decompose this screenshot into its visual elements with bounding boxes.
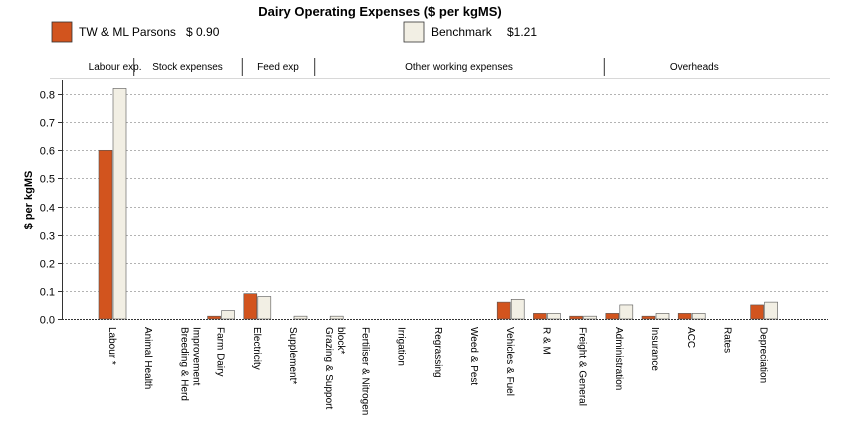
- x-tick-label: Breeding & HerdImprovement: [178, 327, 201, 401]
- bar-series-2: [619, 304, 634, 320]
- x-tick-label: Fertiliser & Nitrogen: [359, 327, 370, 415]
- legend-total-series-1: $ 0.90: [186, 25, 220, 39]
- y-tick-label: 0.0: [40, 315, 55, 327]
- bar-series-1: [496, 301, 511, 320]
- group-label: Overheads: [670, 62, 719, 73]
- group-label: Other working expenses: [405, 62, 513, 73]
- bar-series-2: [329, 315, 344, 320]
- x-tick-label: Labour *: [106, 327, 117, 365]
- bar-series-2: [510, 299, 525, 320]
- y-tick-label: 0.7: [40, 118, 55, 130]
- bar-series-1: [641, 315, 656, 320]
- y-tick-label: 0.8: [40, 90, 55, 102]
- y-tick-label: 0.3: [40, 231, 55, 243]
- y-axis-label: $ per kgMS: [23, 171, 35, 230]
- y-tick-label: 0.4: [40, 203, 55, 215]
- x-tick-label: Irrigation: [396, 327, 407, 366]
- bar-series-2: [691, 313, 706, 320]
- bar-series-2: [655, 313, 670, 320]
- bar-series-2: [257, 296, 272, 320]
- x-tick-label: Freight & General: [577, 327, 588, 406]
- x-tick-label: Insurance: [649, 327, 660, 371]
- bar-series-2: [547, 313, 561, 320]
- axes: 0.0 0.1 0.2 0.3 0.4 0.5 0.6 0.7 0.8: [40, 80, 828, 327]
- bar-series-2: [112, 88, 127, 320]
- x-tick-label: R & M: [540, 327, 551, 355]
- bar-series-1: [605, 313, 620, 320]
- x-tick-label: Farm Dairy: [215, 327, 226, 376]
- bar-series-2: [583, 315, 597, 320]
- chart-title: Dairy Operating Expenses ($ per kgMS): [258, 4, 501, 19]
- x-tick-label: Rates: [721, 327, 732, 353]
- bar-series-2: [221, 310, 235, 320]
- legend-label-series-2: Benchmark: [431, 25, 493, 39]
- y-tick-label: 0.6: [40, 146, 55, 158]
- group-label: Feed exp: [257, 62, 299, 73]
- legend-swatch-series-1: [51, 21, 73, 43]
- bars: [98, 88, 778, 320]
- x-tick-label: Depreciation: [758, 327, 769, 383]
- x-tick-label: Grazing & Supportblock*: [323, 327, 346, 409]
- bar-series-1: [207, 315, 221, 320]
- bar-series-1: [533, 313, 547, 320]
- y-tick-label: 0.2: [40, 259, 55, 271]
- x-tick-label: Regrassing: [432, 327, 443, 378]
- bar-series-2: [293, 315, 308, 320]
- group-label: Labour exp.: [89, 62, 142, 73]
- bar-series-2: [764, 301, 778, 320]
- x-tick-label: Animal Health: [142, 327, 153, 389]
- legend-swatch-series-2: [403, 21, 425, 43]
- x-tick-labels: Labour * Animal Health Breeding & HerdImpr…: [106, 327, 769, 415]
- x-tick-label: ACC: [685, 327, 696, 348]
- gridlines: [62, 94, 828, 292]
- y-tick-label: 0.1: [40, 287, 55, 299]
- legend: TW & ML Parsons $ 0.90 Benchmark $1.21: [51, 21, 537, 43]
- bar-series-1: [677, 313, 692, 320]
- bar-series-1: [569, 315, 583, 320]
- legend-total-series-2: $1.21: [507, 25, 537, 39]
- bar-series-1: [98, 149, 113, 320]
- group-label: Stock expenses: [152, 62, 223, 73]
- y-tick-label: 0.5: [40, 174, 55, 186]
- bar-series-1: [243, 293, 258, 320]
- group-header-row: Labour exp. Stock expenses Feed exp Other w…: [50, 58, 830, 79]
- x-tick-label: Weed & Pest: [468, 327, 479, 385]
- bar-series-1: [750, 304, 764, 320]
- x-tick-label: Electricity: [251, 327, 262, 370]
- x-tick-label: Administration: [613, 327, 624, 390]
- legend-label-series-1: TW & ML Parsons: [79, 25, 176, 39]
- x-tick-label: Vehicles & Fuel: [504, 327, 515, 396]
- x-tick-label: Supplement*: [287, 327, 298, 384]
